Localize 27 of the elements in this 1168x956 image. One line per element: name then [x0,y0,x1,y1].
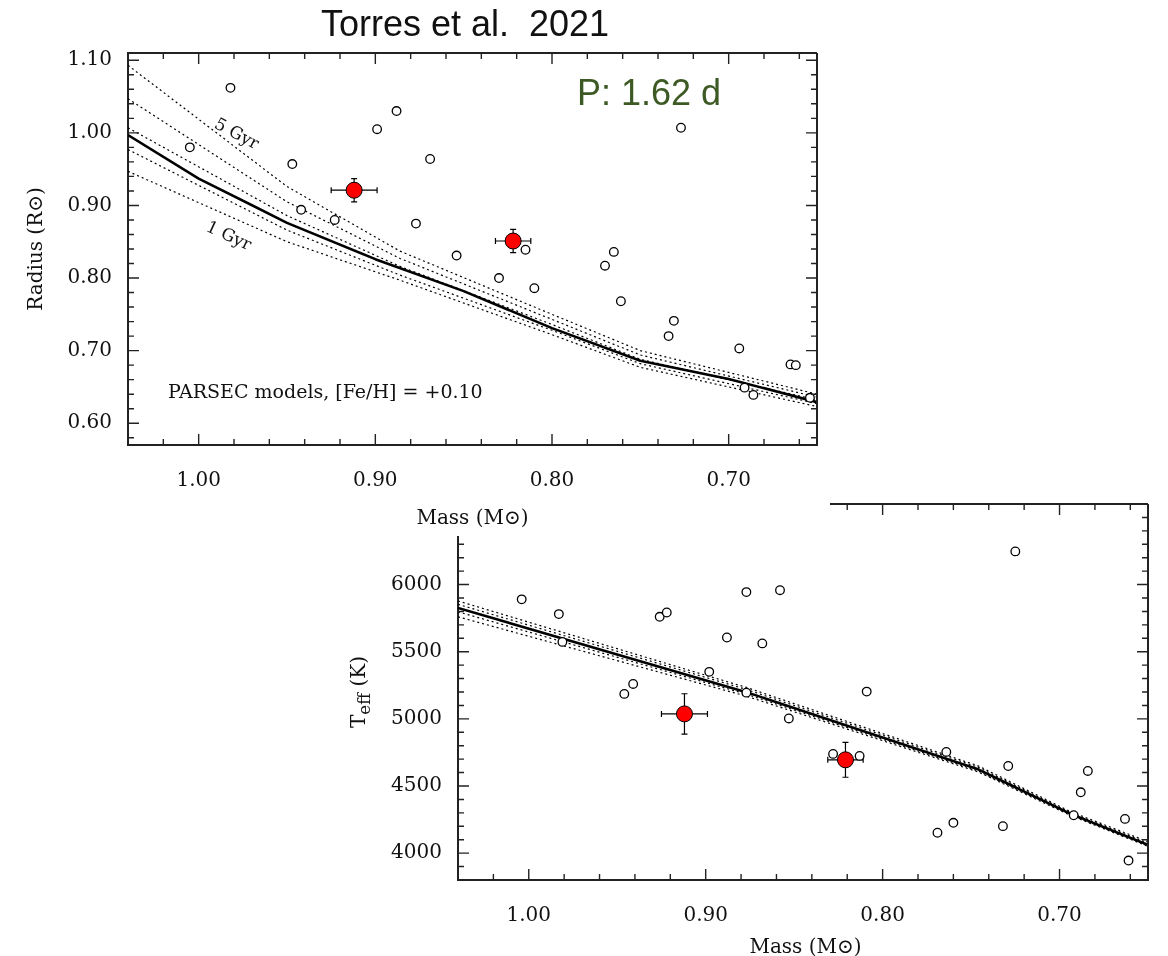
annotation: 5 Gyr [211,113,263,153]
y-tick-label: 0.60 [67,409,112,434]
annotation: PARSEC models, [Fe/H] = +0.10 [168,380,483,402]
x-axis-title: Mass (M⊙) [416,505,529,529]
y-tick-label: 4500 [391,772,442,797]
x-tick-label: 1.00 [506,902,552,927]
y-axis-title: Radius (R⊙) [23,187,47,311]
y-tick-label: 0.80 [67,264,112,289]
y-tick-label: 5000 [391,705,442,730]
y-tick-label: 1.10 [67,46,112,71]
annotation: P: 1.62 d [577,72,722,114]
y-tick-label: 0.70 [67,336,112,361]
y-tick-label: 6000 [391,570,442,595]
x-tick-label: 0.70 [706,467,751,492]
y-tick-label: 0.90 [67,191,112,216]
x-tick-label: 0.90 [353,467,398,492]
x-axis-title: Mass (M⊙) [749,934,862,956]
chart-title: Torres et al. 2021 [320,3,610,45]
y-tick-label: 1.00 [67,119,112,144]
x-tick-label: 1.00 [176,467,221,492]
x-tick-label: 0.80 [529,467,575,492]
y-tick-label: 5500 [391,637,442,662]
x-tick-label: 0.70 [1037,902,1082,927]
x-tick-label: 0.90 [683,902,728,927]
y-tick-label: 4000 [391,839,442,864]
x-tick-label: 0.80 [860,902,905,927]
annotation: 1 Gyr [203,215,255,255]
